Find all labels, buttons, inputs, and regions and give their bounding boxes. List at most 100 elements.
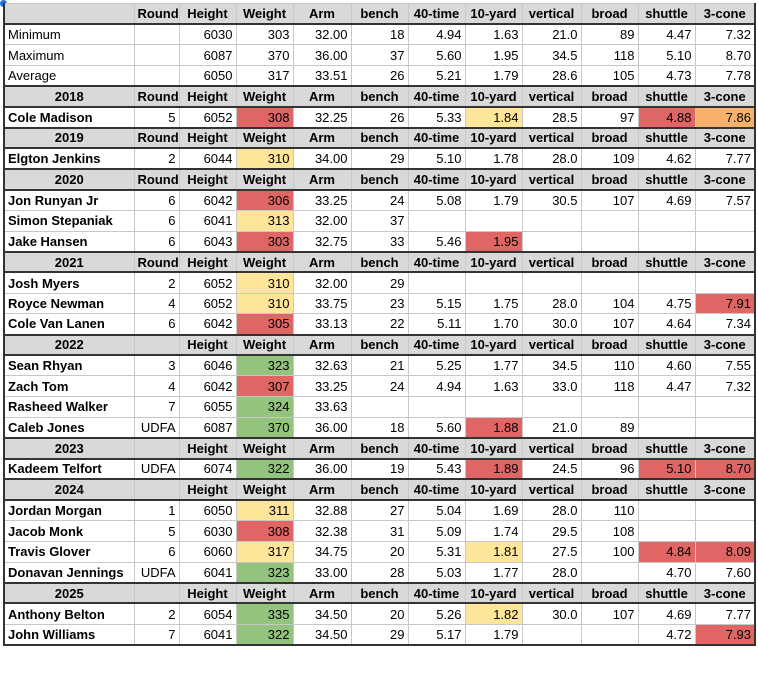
player-cell: 324 xyxy=(235,396,294,418)
year-header-row: 2020 Round Height Weight Arm bench 40-time 10-y… xyxy=(3,168,756,191)
column-header: broad xyxy=(580,250,639,273)
column-header: Weight xyxy=(235,168,294,191)
column-header: Round xyxy=(133,85,180,108)
column-header: 40-time xyxy=(407,3,466,25)
column-header: broad xyxy=(580,85,639,108)
player-cell: 30.0 xyxy=(521,602,582,625)
year-label: 2020 xyxy=(3,168,135,191)
column-header: Weight xyxy=(235,436,294,460)
stat-cell: 4.73 xyxy=(637,65,696,87)
stat-cell: 36.00 xyxy=(292,44,352,67)
player-cell: 28 xyxy=(350,561,409,584)
player-cell: 28.0 xyxy=(521,292,582,315)
player-cell: 32.75 xyxy=(292,230,352,253)
player-cell xyxy=(580,396,639,418)
column-header: Height xyxy=(178,3,237,25)
player-cell: 5.15 xyxy=(407,292,466,315)
player-row: Zach Tom 4 6042 307 33.25 24 4.94 1.63 33.0 118 4.… xyxy=(3,375,756,398)
player-cell: 6042 xyxy=(178,375,237,398)
player-row: Jordan Morgan 1 6050 311 32.88 27 5.04 1.69 28.0… xyxy=(3,499,756,522)
player-cell: 5.26 xyxy=(407,602,466,625)
stat-cell: 21.0 xyxy=(521,23,582,46)
player-cell xyxy=(580,561,639,584)
player-row: Donavan Jennings UDFA 6041 323 33.00 28 5.03 1.… xyxy=(3,561,756,584)
player-cell: 5.46 xyxy=(407,230,466,253)
player-cell: 110 xyxy=(580,354,639,377)
player-cell: 8.70 xyxy=(694,457,756,480)
stat-label: Minimum xyxy=(3,23,135,46)
player-cell: 118 xyxy=(580,375,639,398)
column-header: 10-yard xyxy=(464,250,523,273)
player-cell: 33.75 xyxy=(292,292,352,315)
stat-label: Maximum xyxy=(3,44,135,67)
column-header: broad xyxy=(580,478,639,501)
player-cell: 5.09 xyxy=(407,520,466,542)
column-header: Arm xyxy=(292,126,352,149)
stat-cell: 7.32 xyxy=(694,23,756,46)
corner-cell xyxy=(3,3,135,25)
player-cell xyxy=(407,396,466,418)
player-cell xyxy=(694,230,756,253)
stat-cell: 89 xyxy=(580,23,639,46)
player-name: Jon Runyan Jr xyxy=(3,188,135,211)
player-row: Anthony Belton 2 6054 335 34.50 20 5.26 1.82 30.… xyxy=(3,602,756,625)
player-cell: 28.0 xyxy=(521,147,582,170)
stat-cell: 26 xyxy=(350,65,409,87)
column-header: vertical xyxy=(521,250,582,273)
header-row: Round Height Weight Arm bench 40-time 10-yard v… xyxy=(3,3,756,25)
column-header: vertical xyxy=(521,3,582,25)
stat-cell: 6087 xyxy=(178,44,237,67)
player-cell: UDFA xyxy=(133,457,180,480)
column-header xyxy=(133,436,180,460)
player-cell: 7.86 xyxy=(694,105,756,129)
player-cell: 32.38 xyxy=(292,520,352,542)
player-cell: 20 xyxy=(350,602,409,625)
player-cell: UDFA xyxy=(133,561,180,584)
player-cell: 104 xyxy=(580,292,639,315)
stat-cell: 5.21 xyxy=(407,65,466,87)
column-header: broad xyxy=(580,581,639,604)
player-cell: 4.60 xyxy=(637,354,696,377)
player-name: Sean Rhyan xyxy=(3,354,135,377)
player-cell: 32.63 xyxy=(292,354,352,377)
column-header: 3-cone xyxy=(694,3,756,25)
player-cell: 24.5 xyxy=(521,457,582,480)
column-header: bench xyxy=(350,3,409,25)
player-cell: 4.88 xyxy=(637,105,696,129)
stat-cell xyxy=(133,65,180,87)
stat-cell: 370 xyxy=(235,44,294,67)
player-cell: 1.79 xyxy=(464,623,523,646)
player-cell xyxy=(580,271,639,294)
player-name: Josh Myers xyxy=(3,271,135,294)
player-cell: 24 xyxy=(350,188,409,211)
player-cell: 5.33 xyxy=(407,105,466,129)
player-cell: 26 xyxy=(350,105,409,129)
player-cell: 6 xyxy=(133,313,180,335)
stat-cell: 4.94 xyxy=(407,23,466,46)
player-cell xyxy=(407,271,466,294)
column-header: bench xyxy=(350,85,409,108)
player-cell: 33.00 xyxy=(292,561,352,584)
player-cell xyxy=(580,209,639,232)
player-row: Rasheed Walker 7 6055 324 33.63 xyxy=(3,396,756,418)
column-header: bench xyxy=(350,478,409,501)
player-cell: 322 xyxy=(235,623,294,646)
player-cell: 370 xyxy=(235,416,294,439)
player-cell xyxy=(694,520,756,542)
player-cell: 7.57 xyxy=(694,188,756,211)
player-cell: 28.5 xyxy=(521,105,582,129)
player-cell: 33.25 xyxy=(292,188,352,211)
player-cell: 1.89 xyxy=(464,457,523,480)
column-header: Arm xyxy=(292,85,352,108)
column-header: Height xyxy=(178,168,237,191)
stat-cell: 118 xyxy=(580,44,639,67)
player-cell: 7.91 xyxy=(694,292,756,315)
player-cell: 5.43 xyxy=(407,457,466,480)
column-header xyxy=(133,333,180,356)
player-cell: 33.13 xyxy=(292,313,352,335)
column-header: Height xyxy=(178,85,237,108)
player-row: Jacob Monk 5 6030 308 32.38 31 5.09 1.74 29.5 108 xyxy=(3,520,756,542)
column-header: 40-time xyxy=(407,478,466,501)
player-cell: 27.5 xyxy=(521,540,582,563)
column-header: bench xyxy=(350,168,409,191)
